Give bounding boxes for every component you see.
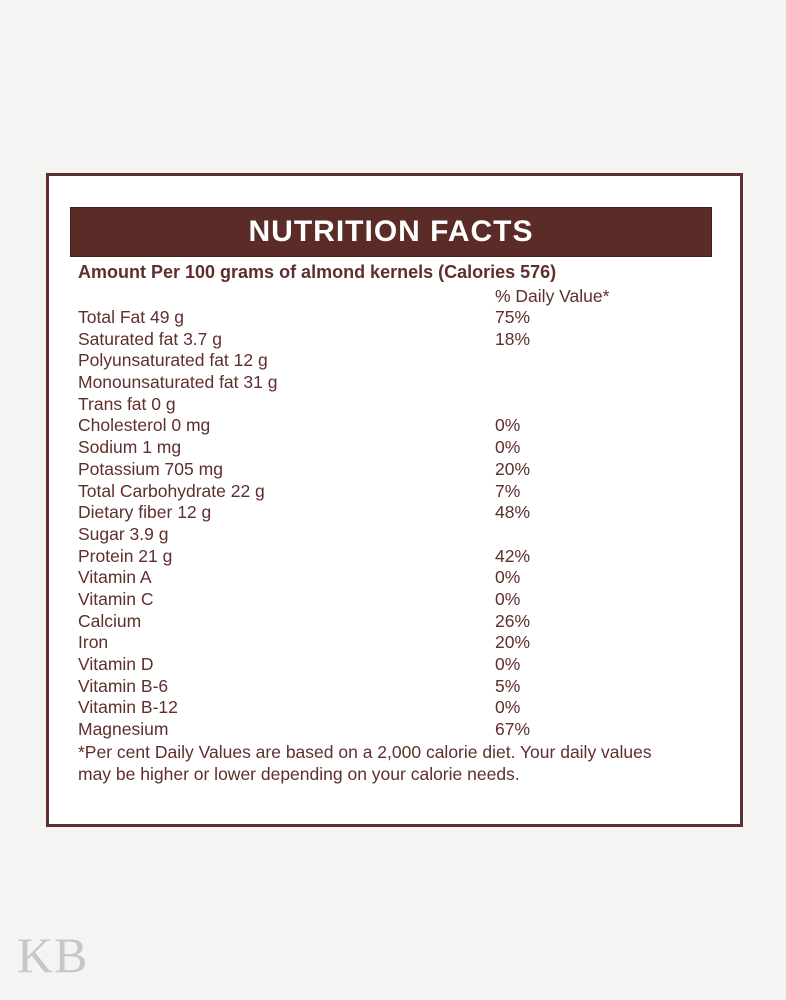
nutrition-facts-header-bar: NUTRITION FACTS xyxy=(70,207,712,257)
nutrient-name: Vitamin B-6 xyxy=(78,675,169,696)
nutrient-name: Potassium 705 mg xyxy=(78,458,223,479)
table-row: Saturated fat 3.7 g 18% xyxy=(78,329,718,351)
nutrient-daily-value: 67% xyxy=(495,719,531,740)
serving-info: Amount Per 100 grams of almond kernels (… xyxy=(78,262,557,282)
nutrition-facts-title: NUTRITION FACTS xyxy=(248,215,534,248)
nutrient-name: Saturated fat 3.7 g xyxy=(78,328,222,349)
nutrient-daily-value: 0% xyxy=(495,567,521,588)
table-row: Vitamin D 0% xyxy=(78,654,718,676)
nutrient-name: Vitamin B-12 xyxy=(78,697,178,718)
daily-value-footnote: *Per cent Daily Values are based on a 2,… xyxy=(78,742,652,784)
nutrient-name: Iron xyxy=(78,632,109,653)
nutrient-daily-value: 0% xyxy=(495,588,521,609)
nutrient-name: Polyunsaturated fat 12 g xyxy=(78,350,268,371)
nutrient-name: Dietary fiber 12 g xyxy=(78,502,212,523)
table-row: Calcium 26% xyxy=(78,611,718,633)
kb-watermark: KB xyxy=(17,927,89,983)
table-row: Total Fat 49 g 75% xyxy=(78,307,718,329)
nutrient-daily-value: 42% xyxy=(495,545,531,566)
nutrient-name: Total Fat 49 g xyxy=(78,307,185,327)
nutrient-name: Calcium xyxy=(78,610,142,631)
nutrient-daily-value: 20% xyxy=(495,458,531,479)
table-row: Iron 20% xyxy=(78,632,718,654)
table-row: Vitamin A 0% xyxy=(78,567,718,589)
nutrient-name: Total Carbohydrate 22 g xyxy=(78,480,265,501)
table-row: Vitamin B-12 0% xyxy=(78,697,718,719)
nutrient-daily-value: 0% xyxy=(495,415,521,436)
nutrient-daily-value: 48% xyxy=(495,502,531,523)
nutrient-daily-value: 7% xyxy=(495,480,521,501)
nutrient-name: Cholesterol 0 mg xyxy=(78,415,211,436)
nutrient-daily-value: 18% xyxy=(495,328,531,349)
nutrient-name: Vitamin A xyxy=(78,567,152,588)
nutrient-name: Protein 21 g xyxy=(78,545,173,566)
nutrient-daily-value: 0% xyxy=(495,654,521,674)
nutrition-facts-card: NUTRITION FACTS Amount Per 100 grams of … xyxy=(46,173,743,827)
table-row: Sodium 1 mg 0% xyxy=(78,437,718,459)
table-row: Cholesterol 0 mg 0% xyxy=(78,415,718,437)
table-row: Vitamin B-6 5% xyxy=(78,676,718,698)
nutrient-name: Sugar 3.9 g xyxy=(78,523,169,544)
table-row: Trans fat 0 g xyxy=(78,394,718,416)
table-row: Sugar 3.9 g xyxy=(78,524,718,546)
nutrient-rows: Total Fat 49 g 75% Saturated fat 3.7 g 18% P… xyxy=(78,307,718,741)
table-row: Magnesium 67% xyxy=(78,719,718,741)
nutrient-name: Magnesium xyxy=(78,719,169,740)
table-row: Polyunsaturated fat 12 g xyxy=(78,350,718,372)
table-row: Vitamin C 0% xyxy=(78,589,718,611)
nutrient-name: Vitamin C xyxy=(78,588,154,609)
nutrient-daily-value: 26% xyxy=(495,610,531,631)
nutrient-daily-value: 0% xyxy=(495,697,521,718)
nutrient-daily-value: 0% xyxy=(495,437,521,458)
nutrient-name: Vitamin D xyxy=(78,654,154,674)
nutrient-daily-value: 20% xyxy=(495,632,531,653)
table-row: Dietary fiber 12 g 48% xyxy=(78,502,718,524)
table-row: Total Carbohydrate 22 g 7% xyxy=(78,481,718,503)
nutrient-name: Sodium 1 mg xyxy=(78,437,182,458)
daily-value-column-header: % Daily Value* xyxy=(495,286,610,306)
nutrient-name: Trans fat 0 g xyxy=(78,393,176,414)
nutrient-name: Monounsaturated fat 31 g xyxy=(78,372,278,393)
nutrient-daily-value: 5% xyxy=(495,675,521,696)
nutrient-daily-value: 75% xyxy=(495,307,531,327)
table-row: Protein 21 g 42% xyxy=(78,546,718,568)
table-row: Potassium 705 mg 20% xyxy=(78,459,718,481)
table-row: Monounsaturated fat 31 g xyxy=(78,372,718,394)
